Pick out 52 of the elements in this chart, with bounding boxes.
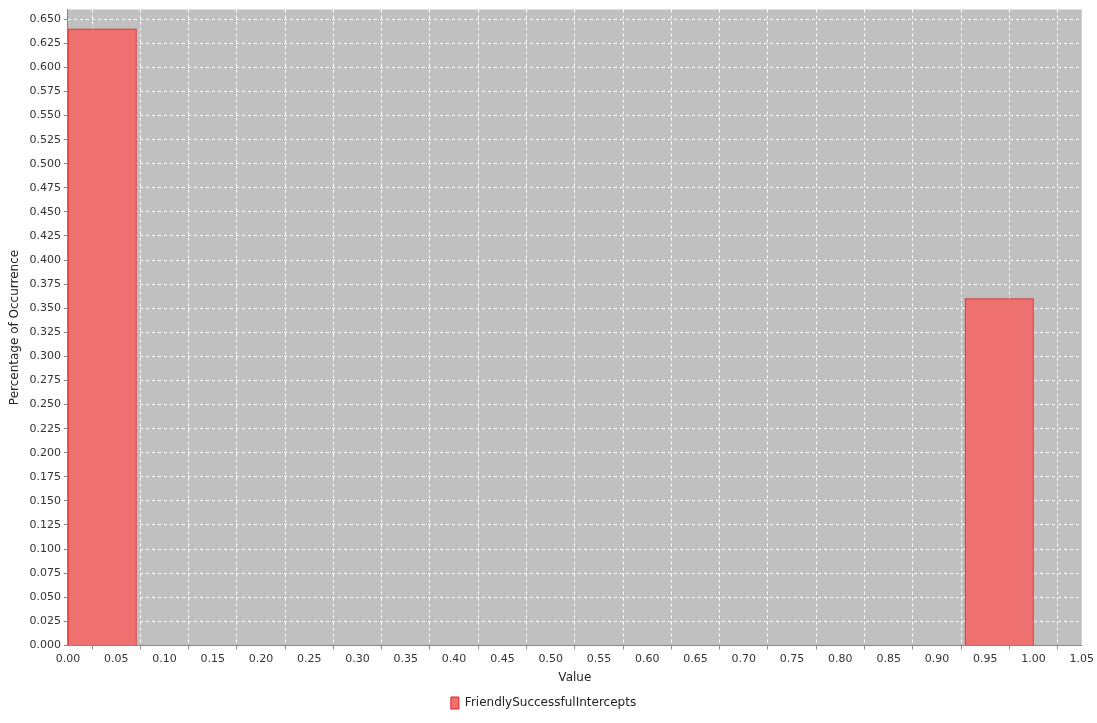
y-tick-label: 0.025 [29, 614, 61, 628]
y-tick-label: 0.475 [29, 180, 61, 194]
x-tick-label: 0.75 [779, 651, 805, 665]
y-tick-label: 0.500 [29, 156, 61, 170]
x-tick-label: 0.55 [586, 651, 612, 665]
x-tick-label: 0.70 [731, 651, 757, 665]
x-tick-label: 0.05 [103, 651, 129, 665]
y-tick-label: 0.575 [29, 84, 61, 98]
x-tick-label: 0.15 [200, 651, 225, 665]
x-tick-label: 0.90 [924, 651, 950, 665]
y-tick-label: 0.200 [29, 445, 61, 459]
y-tick-label: 0.325 [29, 325, 61, 339]
y-tick-label: 0.375 [29, 277, 61, 291]
x-tick-label: 0.45 [490, 651, 515, 665]
x-tick-label: 0.30 [345, 651, 370, 665]
y-tick-label: 0.075 [29, 566, 61, 580]
y-tick-label: 0.525 [29, 132, 61, 146]
x-tick-label: 0.40 [441, 651, 467, 665]
x-tick-label: 0.95 [972, 651, 998, 665]
x-tick-label: 1.05 [1069, 651, 1094, 665]
y-tick-label: 0.250 [29, 397, 61, 411]
y-tick-label: 0.100 [29, 541, 61, 555]
y-tick-label: 0.125 [29, 517, 61, 531]
y-tick-label: 0.425 [29, 228, 61, 242]
y-tick-label: 0.400 [29, 252, 61, 266]
x-axis-title: Value [558, 669, 592, 684]
y-tick-label: 0.175 [29, 469, 61, 483]
y-tick-label: 0.050 [29, 590, 61, 604]
x-tick-label: 1.00 [1021, 651, 1046, 665]
legend-label: FriendlySuccessfulIntercepts [464, 695, 637, 710]
x-tick-label: 0.60 [634, 651, 660, 665]
x-tick-label: 0.35 [393, 651, 419, 665]
y-tick-label: 0.225 [29, 421, 61, 435]
y-tick-label: 0.350 [29, 301, 61, 315]
x-tick-label: 0.00 [55, 651, 81, 665]
x-tick-label: 0.25 [297, 651, 322, 665]
x-tick-label: 0.20 [248, 651, 274, 665]
y-tick-label: 0.450 [29, 204, 61, 218]
y-tick-label: 0.000 [29, 638, 61, 652]
y-tick-label: 0.275 [29, 373, 61, 387]
x-tick-label: 0.85 [876, 651, 901, 665]
x-tick-label: 0.80 [828, 651, 853, 665]
y-tick-label: 0.650 [29, 12, 61, 26]
x-tick-label: 0.10 [152, 651, 177, 665]
y-axis-title: Percentage of Occurrence [7, 249, 22, 406]
x-tick-label: 0.50 [538, 651, 563, 665]
y-tick-label: 0.625 [29, 36, 61, 50]
y-tick-label: 0.300 [29, 349, 61, 363]
y-tick-label: 0.600 [29, 60, 61, 74]
y-tick-label: 0.550 [29, 108, 61, 122]
x-tick-label: 0.65 [683, 651, 708, 665]
y-tick-label: 0.150 [29, 493, 61, 507]
